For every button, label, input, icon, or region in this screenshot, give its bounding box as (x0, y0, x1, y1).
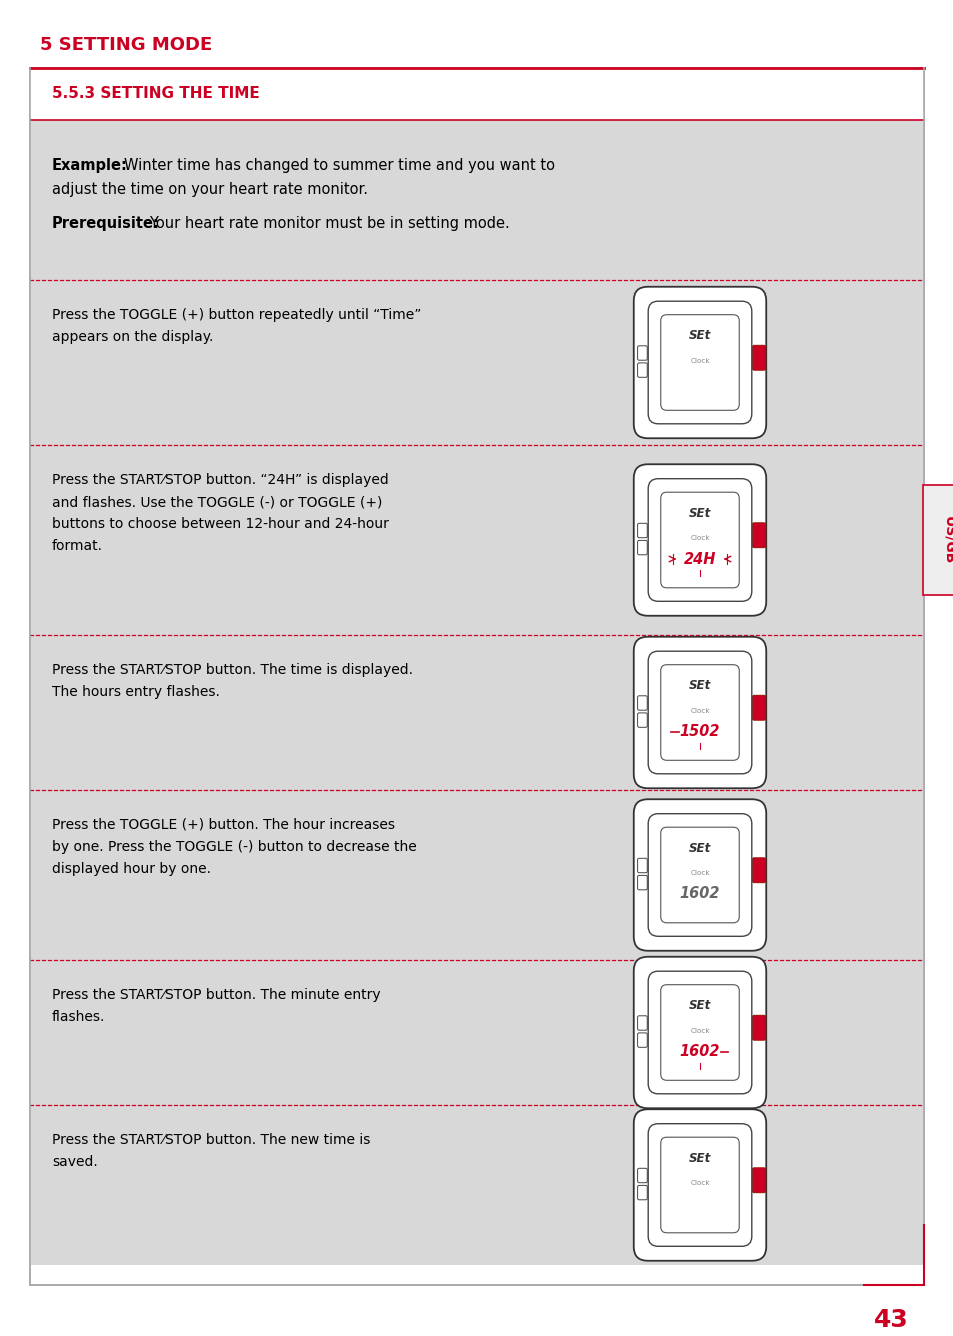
Text: appears on the display.: appears on the display. (52, 330, 213, 343)
Text: SEt: SEt (688, 999, 710, 1013)
Text: flashes.: flashes. (52, 1010, 105, 1023)
FancyBboxPatch shape (637, 363, 646, 377)
Text: Clock: Clock (689, 870, 709, 876)
FancyBboxPatch shape (637, 875, 646, 890)
FancyBboxPatch shape (637, 1015, 646, 1030)
FancyBboxPatch shape (660, 665, 739, 760)
Bar (30, 961, 923, 1105)
Bar (30, 1105, 923, 1265)
FancyBboxPatch shape (752, 522, 765, 548)
Text: adjust the time on your heart rate monitor.: adjust the time on your heart rate monit… (52, 182, 368, 196)
FancyBboxPatch shape (633, 287, 765, 438)
FancyBboxPatch shape (637, 346, 646, 361)
Text: Clock: Clock (689, 358, 709, 363)
Text: Press the TOGGLE (+) button. The hour increases: Press the TOGGLE (+) button. The hour in… (52, 818, 395, 832)
Text: SEt: SEt (688, 506, 710, 520)
Text: Clock: Clock (689, 708, 709, 713)
Text: Your heart rate monitor must be in setting mode.: Your heart rate monitor must be in setti… (149, 216, 509, 231)
Text: saved.: saved. (52, 1156, 97, 1169)
FancyBboxPatch shape (633, 957, 765, 1109)
Text: displayed hour by one.: displayed hour by one. (52, 862, 211, 876)
Bar (30, 635, 609, 790)
Text: Press the TOGGLE (+) button repeatedly until “Time”: Press the TOGGLE (+) button repeatedly u… (52, 309, 421, 322)
Text: SEt: SEt (688, 1152, 710, 1165)
FancyBboxPatch shape (660, 985, 739, 1081)
FancyBboxPatch shape (752, 1015, 765, 1041)
Text: Clock: Clock (689, 1027, 709, 1034)
Bar (923, 485, 953, 595)
FancyBboxPatch shape (660, 492, 739, 588)
Text: Press the START⁄STOP button. The time is displayed.: Press the START⁄STOP button. The time is… (52, 663, 413, 677)
Text: SEt: SEt (688, 330, 710, 342)
Bar (30, 281, 609, 445)
Text: format.: format. (52, 538, 103, 553)
Text: buttons to choose between 12-hour and 24-hour: buttons to choose between 12-hour and 24… (52, 517, 389, 530)
Text: Clock: Clock (689, 536, 709, 541)
Text: SEt: SEt (688, 842, 710, 855)
FancyBboxPatch shape (647, 478, 751, 601)
Bar (30, 635, 923, 790)
FancyBboxPatch shape (633, 1109, 765, 1261)
FancyBboxPatch shape (660, 827, 739, 923)
Text: Press the START⁄STOP button. The minute entry: Press the START⁄STOP button. The minute … (52, 989, 380, 1002)
FancyBboxPatch shape (752, 1168, 765, 1193)
FancyBboxPatch shape (633, 464, 765, 616)
Text: 1602: 1602 (679, 887, 720, 902)
FancyBboxPatch shape (637, 696, 646, 711)
Bar (30, 1105, 609, 1265)
FancyBboxPatch shape (637, 1185, 646, 1200)
Text: 5 SETTING MODE: 5 SETTING MODE (40, 36, 212, 53)
FancyBboxPatch shape (633, 637, 765, 788)
Text: Clock: Clock (689, 1180, 709, 1186)
Bar (30, 445, 609, 635)
Text: 43: 43 (873, 1308, 908, 1332)
Text: 24H: 24H (683, 552, 716, 566)
Bar (30, 281, 923, 445)
Text: US/GB: US/GB (941, 516, 953, 564)
FancyBboxPatch shape (647, 1124, 751, 1246)
FancyBboxPatch shape (637, 713, 646, 727)
FancyBboxPatch shape (647, 814, 751, 937)
Text: Example:: Example: (52, 158, 128, 172)
FancyBboxPatch shape (647, 651, 751, 774)
FancyBboxPatch shape (752, 345, 765, 370)
Text: Press the START⁄STOP button. “24H” is displayed: Press the START⁄STOP button. “24H” is di… (52, 473, 388, 488)
Bar (30, 790, 923, 961)
FancyBboxPatch shape (637, 858, 646, 872)
Text: 1502: 1502 (679, 724, 720, 739)
Bar (30, 790, 609, 961)
Text: 1602: 1602 (679, 1043, 720, 1059)
FancyBboxPatch shape (752, 858, 765, 883)
Bar (30, 961, 609, 1105)
FancyBboxPatch shape (637, 1033, 646, 1047)
Text: SEt: SEt (688, 680, 710, 692)
Text: and flashes. Use the TOGGLE (-) or TOGGLE (+): and flashes. Use the TOGGLE (-) or TOGGL… (52, 496, 382, 509)
Text: Winter time has changed to summer time and you want to: Winter time has changed to summer time a… (124, 158, 555, 172)
Bar (30, 68, 923, 120)
FancyBboxPatch shape (660, 1137, 739, 1233)
FancyBboxPatch shape (637, 540, 646, 554)
FancyBboxPatch shape (637, 524, 646, 537)
Text: The hours entry flashes.: The hours entry flashes. (52, 685, 219, 699)
Bar (30, 120, 923, 281)
FancyBboxPatch shape (752, 695, 765, 720)
FancyBboxPatch shape (633, 799, 765, 951)
FancyBboxPatch shape (647, 301, 751, 424)
Bar (30, 445, 923, 635)
FancyBboxPatch shape (660, 315, 739, 410)
Text: Prerequisite:: Prerequisite: (52, 216, 160, 231)
Text: Press the START⁄STOP button. The new time is: Press the START⁄STOP button. The new tim… (52, 1133, 370, 1148)
Text: by one. Press the TOGGLE (-) button to decrease the: by one. Press the TOGGLE (-) button to d… (52, 840, 416, 854)
Text: 5.5.3 SETTING THE TIME: 5.5.3 SETTING THE TIME (52, 87, 259, 102)
FancyBboxPatch shape (647, 971, 751, 1094)
FancyBboxPatch shape (637, 1168, 646, 1182)
